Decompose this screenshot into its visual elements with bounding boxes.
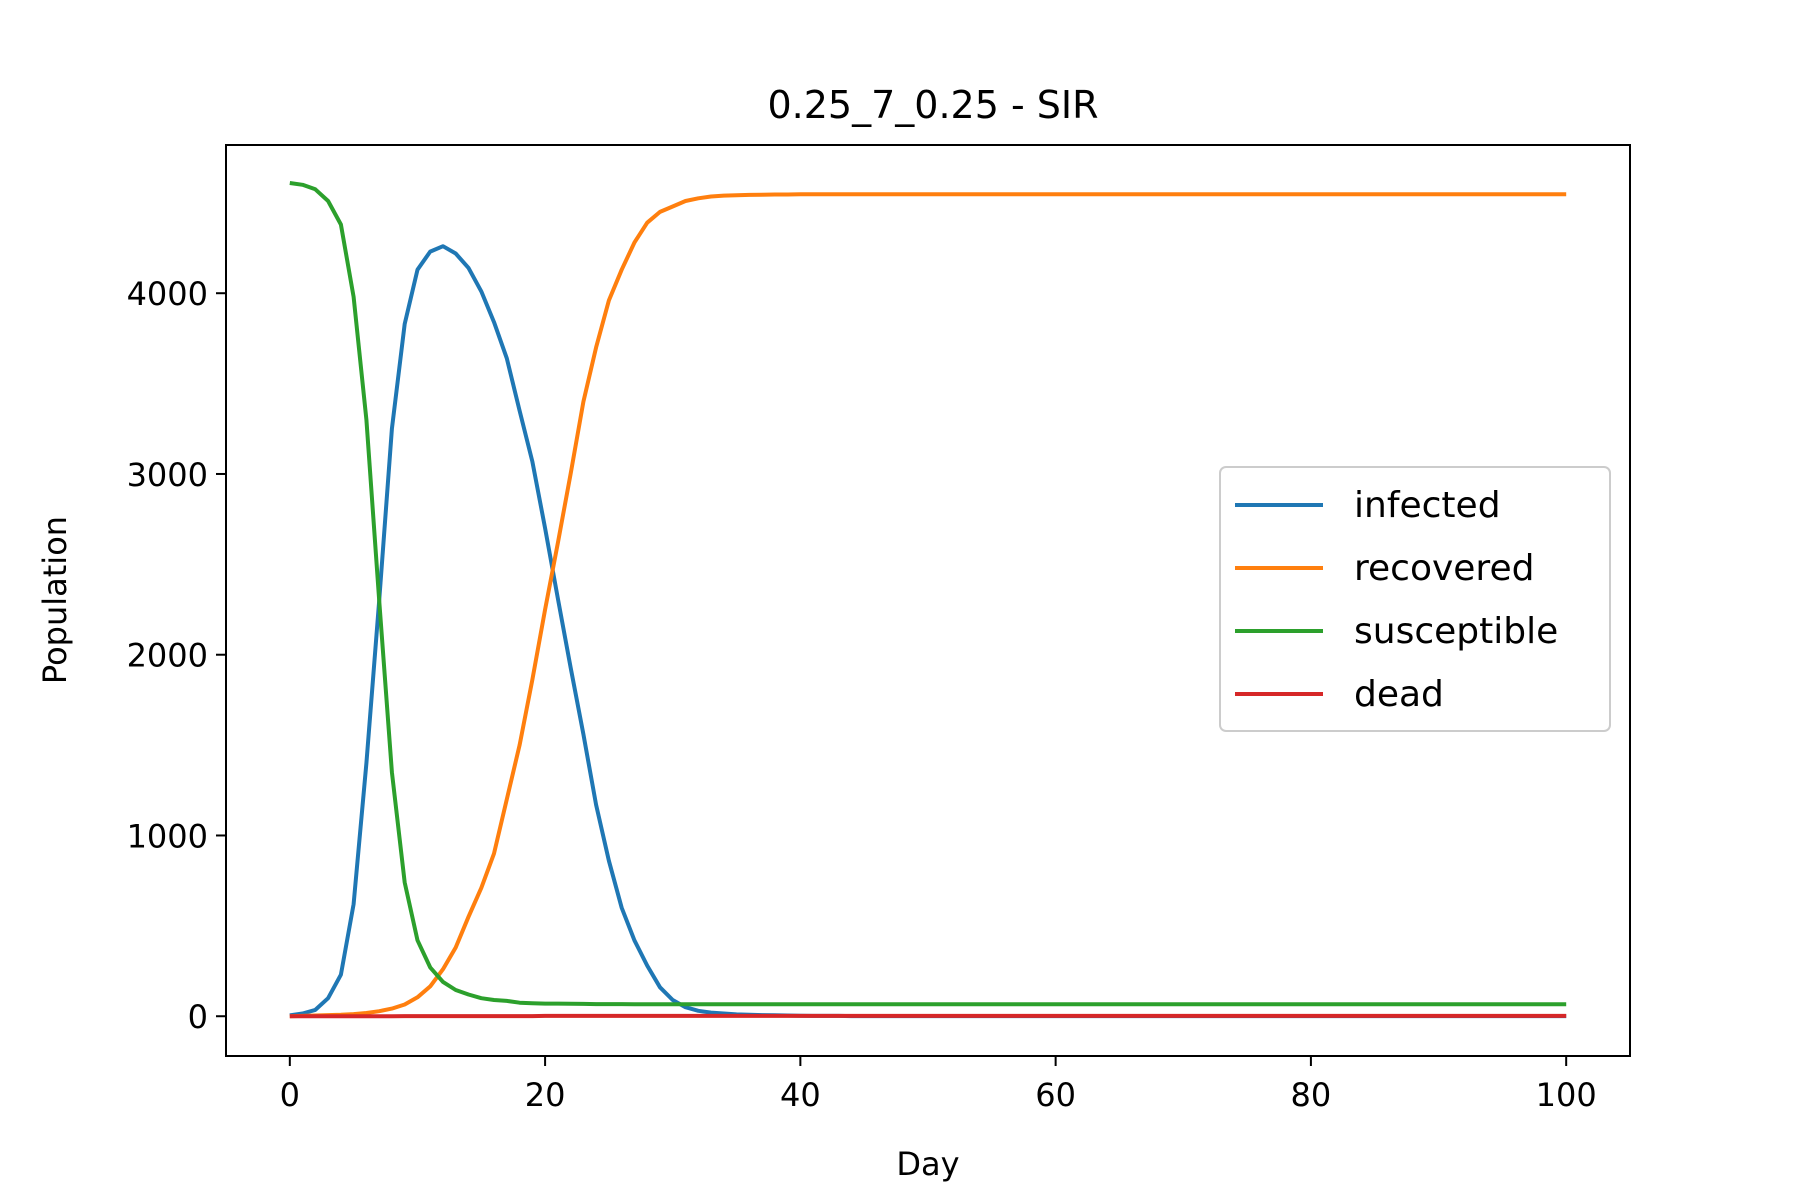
y-tick-label: 2000 [127,637,208,675]
legend: infected recovered susceptible dead [1219,466,1611,732]
y-tick-label: 3000 [127,456,208,494]
x-tick-label: 80 [1291,1076,1332,1114]
y-tick-label: 0 [188,998,208,1036]
y-axis-ticks: 0 1000 2000 3000 4000 [127,275,226,1036]
legend-label-infected: infected [1354,485,1501,526]
x-axis-label: Day [896,1145,959,1183]
x-tick-label: 100 [1536,1076,1597,1114]
plot-lines [289,181,1567,1019]
chart-title: 0.25_7_0.25 - SIR [768,83,1099,127]
x-tick-label: 0 [280,1076,300,1114]
x-axis-ticks: 0 20 40 60 80 100 [280,1056,1597,1114]
series-line-recovered [289,192,1567,1019]
x-tick-label: 60 [1035,1076,1076,1114]
y-tick-label: 1000 [127,817,208,855]
y-axis-label: Population [36,516,74,684]
x-tick-label: 20 [525,1076,566,1114]
legend-label-recovered: recovered [1354,548,1534,589]
x-tick-label: 40 [780,1076,821,1114]
legend-box [1219,466,1611,732]
plot-frame [225,144,1631,1057]
y-tick-label: 4000 [127,275,208,313]
series-line-susceptible [289,181,1567,1007]
legend-label-susceptible: susceptible [1354,611,1558,652]
legend-label-dead: dead [1354,674,1444,715]
